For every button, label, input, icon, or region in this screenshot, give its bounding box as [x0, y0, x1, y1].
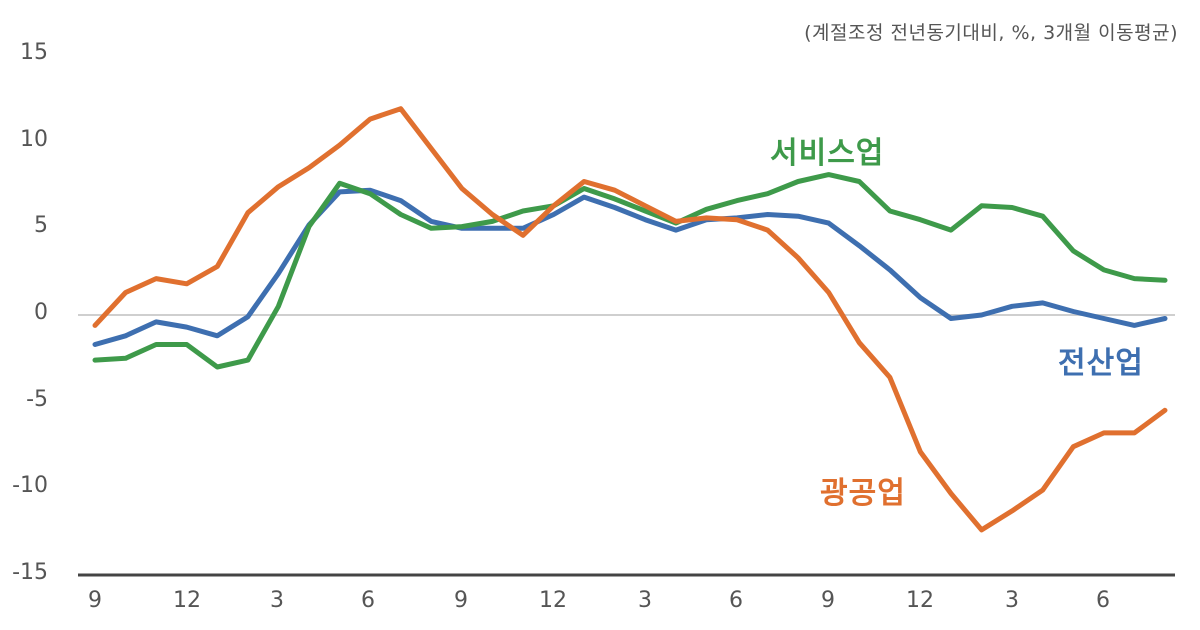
x-tick: 3: [638, 588, 652, 613]
y-tick-m5: -5: [26, 387, 48, 412]
label-services: 서비스업: [770, 136, 885, 171]
x-tick: 9: [88, 588, 102, 613]
x-tick: 12: [173, 588, 201, 613]
x-tick: 9: [454, 588, 468, 613]
x-tick: 3: [1005, 588, 1019, 613]
chart-subtitle: (계절조정 전년동기대비, %, 3개월 이동평균): [804, 22, 1178, 44]
series-line-광공업: [92, 106, 1168, 533]
x-tick: 6: [729, 588, 743, 613]
y-tick-m10: -10: [12, 473, 48, 498]
y-tick-15: 15: [20, 40, 48, 65]
x-tick: 12: [906, 588, 934, 613]
series-lines: [92, 106, 1168, 533]
x-tick: 6: [1096, 588, 1110, 613]
y-tick-10: 10: [20, 127, 48, 152]
series-line-서비스업: [92, 172, 1168, 370]
label-all-industry: 전산업: [1058, 346, 1144, 381]
x-tick: 6: [361, 588, 375, 613]
y-tick-0: 0: [34, 300, 48, 325]
x-tick: 12: [539, 588, 567, 613]
x-tick: 3: [270, 588, 284, 613]
x-tick: 9: [821, 588, 835, 613]
label-mining-manufacturing: 광공업: [820, 476, 906, 511]
series-line-전산업: [92, 187, 1168, 347]
y-tick-m15: -15: [12, 560, 48, 585]
y-tick-5: 5: [34, 213, 48, 238]
